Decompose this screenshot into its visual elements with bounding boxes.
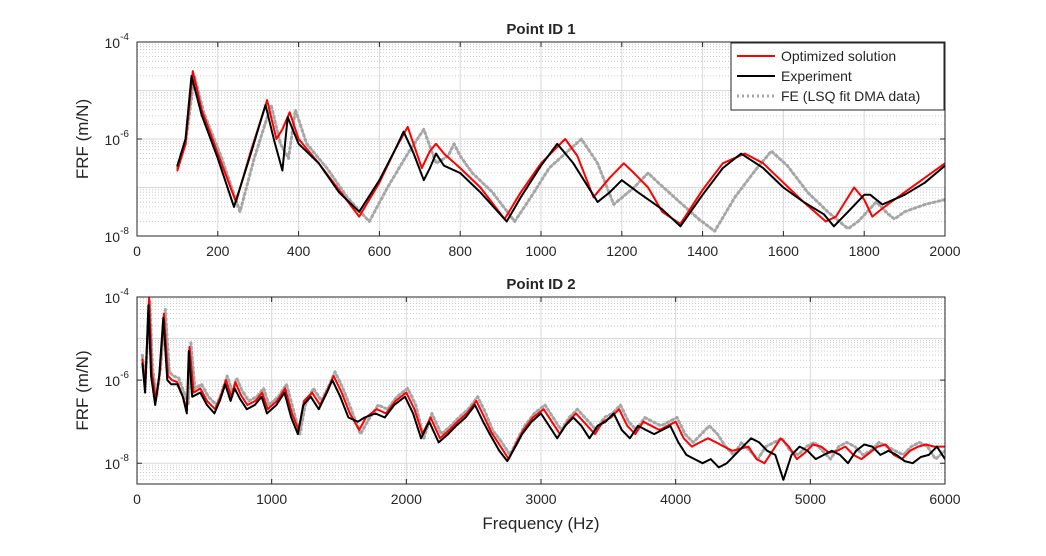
x-tick-label: 0 [133, 491, 141, 507]
x-tick-label: 2000 [391, 491, 422, 507]
y-tick-label: 10-8 [105, 226, 130, 245]
x-tick-label: 0 [133, 243, 141, 259]
series-group [175, 70, 945, 233]
x-tick-label: 4000 [660, 491, 691, 507]
y-tick-base: 10 [105, 229, 121, 245]
y-axis-label: FRF (m/N) [73, 350, 92, 430]
x-tick-label: 600 [368, 243, 392, 259]
y-tick-label: 10-4 [105, 287, 130, 306]
series-line-optimized [141, 297, 945, 465]
series-group [140, 297, 945, 481]
x-tick-label: 2000 [929, 243, 960, 259]
y-tick-base: 10 [105, 290, 121, 306]
y-tick-exponent: -6 [120, 370, 129, 381]
y-tick-exponent: -4 [120, 287, 129, 298]
y-axis-label: FRF (m/N) [73, 99, 92, 179]
series-line-fe [140, 299, 945, 461]
x-axis-label: Frequency (Hz) [482, 514, 599, 533]
series-line-experiment [141, 304, 945, 481]
y-tick-label: 10-4 [105, 32, 130, 51]
y-tick-exponent: -8 [120, 453, 129, 464]
y-tick-label: 10-8 [105, 453, 130, 472]
x-tick-label: 800 [449, 243, 473, 259]
y-tick-exponent: -4 [120, 32, 129, 43]
y-tick-base: 10 [105, 373, 121, 389]
y-tick-exponent: -6 [120, 129, 129, 140]
series-line-fe [175, 74, 945, 233]
x-tick-label: 1200 [606, 243, 637, 259]
y-tick-base: 10 [105, 132, 121, 148]
chart-title: Point ID 1 [506, 21, 575, 38]
x-tick-label: 6000 [929, 491, 960, 507]
x-tick-label: 200 [206, 243, 230, 259]
y-tick-label: 10-6 [105, 370, 130, 389]
chart-title: Point ID 2 [506, 276, 575, 293]
y-tick-exponent: -8 [120, 226, 129, 237]
x-tick-label: 1400 [687, 243, 718, 259]
x-tick-label: 400 [287, 243, 311, 259]
y-tick-label: 10-6 [105, 129, 130, 148]
x-tick-label: 5000 [795, 491, 826, 507]
legend: Optimized solution Experiment FE (LSQ fit … [730, 42, 945, 111]
plot-point-id-1: 0 200 400 600 800 1000 1200 1400 1600 1800 200010-… [73, 21, 961, 259]
x-tick-label: 1000 [256, 491, 287, 507]
y-tick-base: 10 [105, 35, 121, 51]
x-tick-label: 1800 [849, 243, 880, 259]
x-tick-label: 3000 [525, 491, 556, 507]
x-tick-label: 1600 [768, 243, 799, 259]
legend-label-optimized: Optimized solution [781, 48, 896, 64]
legend-label-fe: FE (LSQ fit DMA data) [781, 88, 920, 104]
series-line-optimized [176, 70, 945, 225]
series-line-experiment [176, 75, 945, 228]
legend-label-experiment: Experiment [781, 68, 852, 84]
y-tick-base: 10 [105, 456, 121, 472]
x-tick-label: 1000 [525, 243, 556, 259]
